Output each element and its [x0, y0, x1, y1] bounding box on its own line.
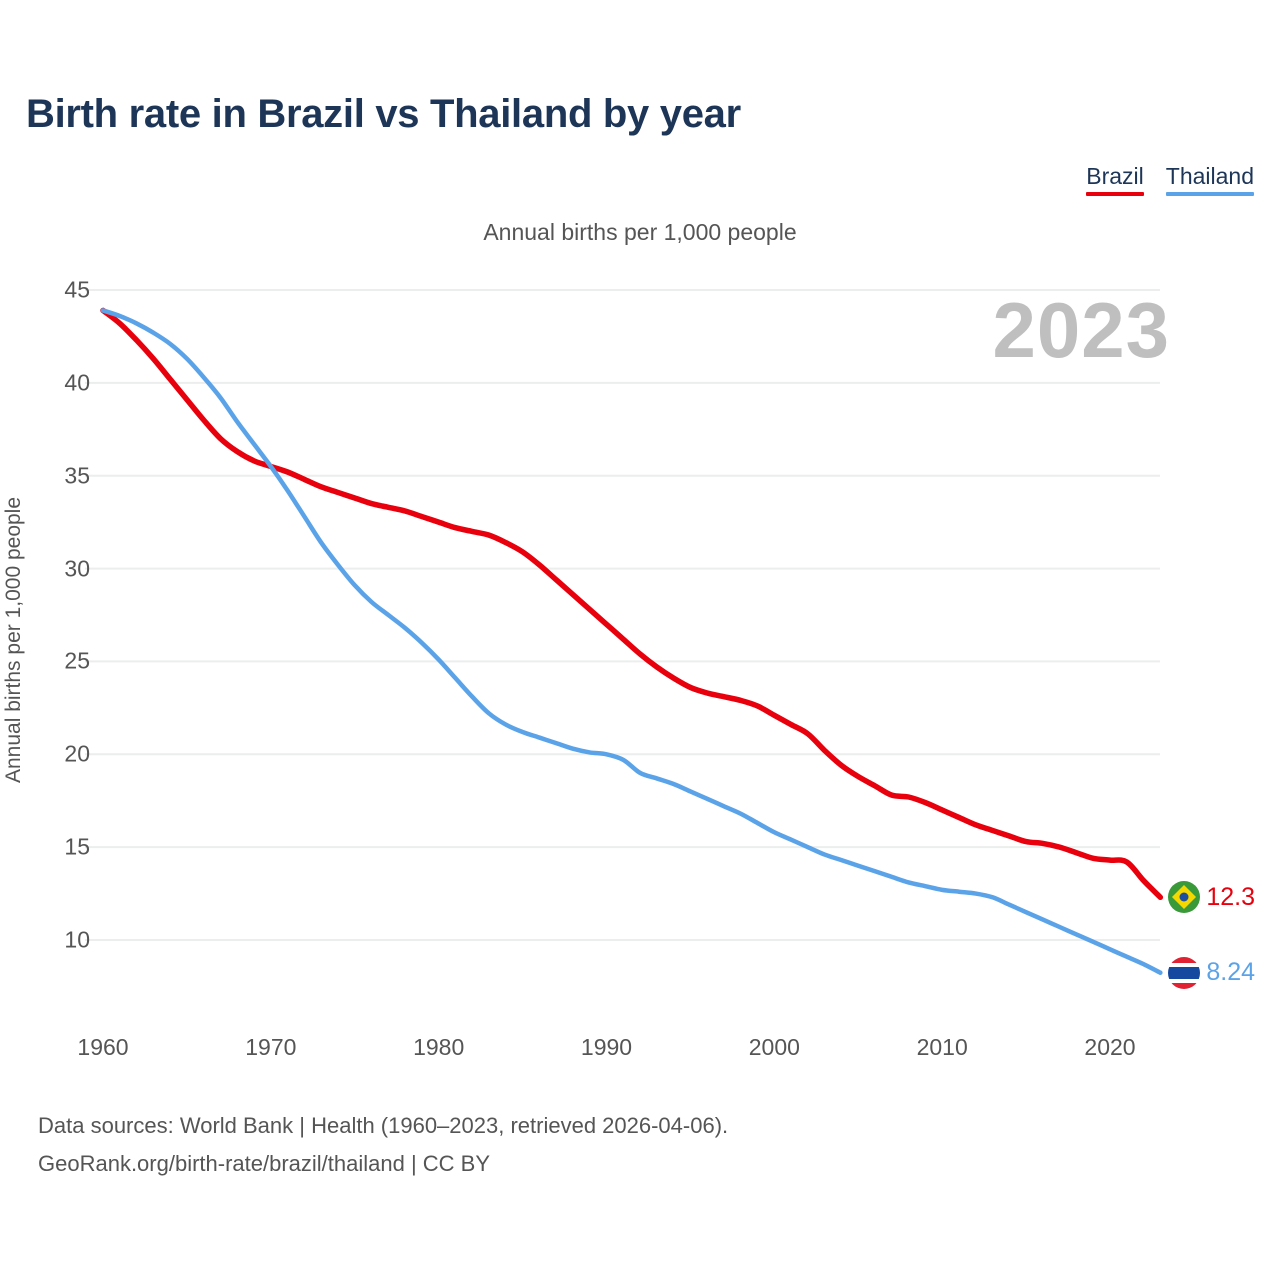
footer-line-url: GeoRank.org/birth-rate/brazil/thailand |…: [38, 1151, 491, 1176]
y-tick-label: 10: [64, 926, 90, 953]
y-tick-label: 40: [64, 369, 90, 396]
endpoint-value-thailand: 8.24: [1206, 958, 1256, 987]
y-tick-label: 20: [64, 740, 90, 767]
series-line-thailand: [100, 308, 1163, 975]
x-tick-label: 1980: [413, 1034, 465, 1060]
chart-subtitle: Annual births per 1,000 people: [483, 219, 797, 245]
legend: Brazil Thailand: [1086, 163, 1254, 196]
legend-swatch-brazil: [1086, 192, 1144, 196]
footer: Data sources: World Bank | Health (1960–…: [38, 1107, 728, 1183]
legend-item-thailand[interactable]: Thailand: [1165, 163, 1254, 196]
y-tick-label: 30: [64, 555, 90, 582]
endpoint-thailand[interactable]: 8.24: [1168, 956, 1256, 989]
brazil-flag-icon: [1168, 881, 1201, 914]
legend-item-brazil[interactable]: Brazil: [1086, 163, 1144, 196]
series-line-brazil: [100, 307, 1164, 901]
endpoint-brazil[interactable]: 12.3: [1168, 881, 1256, 914]
endpoint-value-brazil: 12.3: [1206, 882, 1256, 911]
y-tick-label: 35: [64, 462, 90, 489]
footer-line-sources: Data sources: World Bank | Health (1960–…: [38, 1113, 729, 1138]
legend-label-brazil: Brazil: [1086, 163, 1144, 189]
gridlines: [85, 289, 1160, 941]
legend-swatch-thailand: [1165, 192, 1254, 196]
chart-plot: [85, 289, 1164, 975]
legend-label-thailand: Thailand: [1165, 163, 1254, 189]
series-lines: [100, 307, 1164, 975]
y-tick-label: 15: [64, 833, 90, 860]
x-tick-label: 2020: [1084, 1034, 1136, 1060]
watermark-year: 2023: [992, 286, 1170, 374]
x-tick-label: 1990: [580, 1034, 633, 1060]
x-tick-label: 1970: [245, 1034, 297, 1060]
thailand-flag-icon: [1168, 956, 1201, 989]
y-tick-label: 45: [64, 276, 90, 303]
x-tick-label: 1960: [77, 1034, 129, 1060]
x-tick-label: 2010: [916, 1034, 968, 1060]
page-title: Birth rate in Brazil vs Thailand by year: [26, 92, 741, 136]
y-tick-label: 25: [64, 647, 90, 674]
x-tick-label: 2000: [748, 1034, 800, 1060]
